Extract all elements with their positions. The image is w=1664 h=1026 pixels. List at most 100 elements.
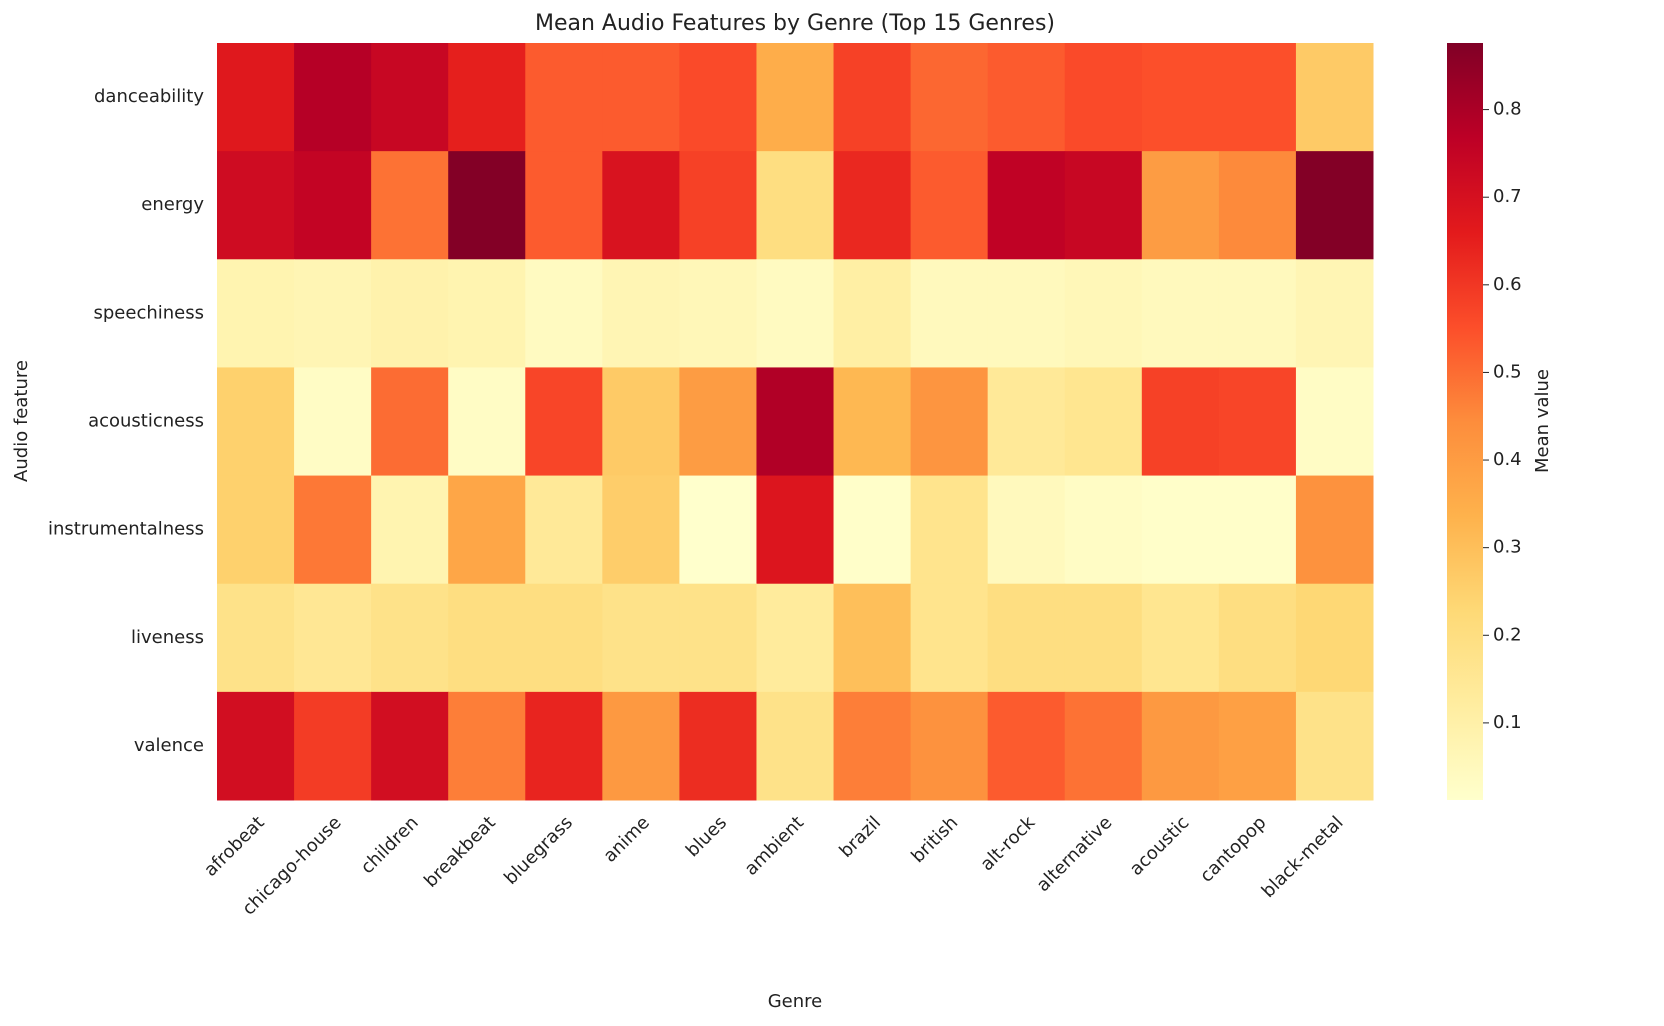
heatmap-cell [448, 691, 526, 801]
x-tick-label: blues [682, 812, 731, 861]
colorbar-tick-label: 0.3 [1493, 537, 1522, 558]
y-tick-label: speechiness [94, 302, 205, 323]
heatmap-cell [448, 475, 526, 585]
heatmap-cell [910, 43, 989, 152]
x-tick-label: acoustic [1126, 812, 1194, 880]
heatmap-cell [602, 151, 680, 260]
heatmap-cell [1141, 691, 1220, 801]
heatmap-cell [294, 259, 372, 368]
x-tick-label: children [357, 812, 423, 878]
heatmap-cell [1064, 151, 1143, 260]
heatmap-cell [910, 259, 989, 368]
x-tick-label: british [907, 812, 962, 867]
heatmap-cell [756, 151, 835, 260]
heatmap-cell [294, 475, 372, 585]
heatmap-cell [448, 43, 526, 152]
heatmap-cell [448, 151, 526, 260]
heatmap-cell [1295, 151, 1374, 260]
colorbar-tick-label: 0.7 [1493, 186, 1522, 207]
heatmap-cell [1064, 691, 1143, 801]
y-tick-label: energy [141, 194, 204, 215]
heatmap-cell [1141, 367, 1220, 477]
heatmap-cell [679, 43, 757, 152]
heatmap-cell [1218, 43, 1297, 152]
heatmap-cell [371, 583, 449, 693]
heatmap-cell [448, 367, 526, 477]
colorbar-tick-label: 0.6 [1493, 274, 1522, 295]
heatmap-cell [910, 367, 989, 477]
heatmap-cell [602, 43, 680, 152]
heatmap-cell [987, 583, 1066, 693]
heatmap-cell [833, 151, 912, 260]
heatmap-cell [448, 583, 526, 693]
heatmap-cell [217, 259, 295, 368]
y-tick-label: liveness [131, 627, 204, 648]
heatmap-cell [756, 583, 835, 693]
x-tick-label: ambient [741, 812, 809, 880]
heatmap-cell [833, 43, 912, 152]
heatmap-cell [910, 691, 989, 801]
heatmap-cell [756, 475, 835, 585]
heatmap-cell [910, 583, 989, 693]
heatmap-cell [1218, 475, 1297, 585]
x-tick-label: breakbeat [420, 812, 500, 892]
heatmap-cell [525, 583, 603, 693]
heatmap-cell [1064, 43, 1143, 152]
heatmap-cell [679, 151, 757, 260]
heatmap-cell [833, 475, 912, 585]
y-tick-label: instrumentalness [48, 519, 204, 540]
heatmap-cell [1295, 43, 1374, 152]
heatmap-cell [525, 367, 603, 477]
heatmap-cell [987, 367, 1066, 477]
heatmap-cell [371, 259, 449, 368]
heatmap-cell [910, 475, 989, 585]
heatmap-cell [217, 151, 295, 260]
heatmap-cell [1295, 475, 1374, 585]
heatmap-cell [1141, 475, 1220, 585]
y-tick-label: acousticness [88, 411, 204, 432]
chart-title: Mean Audio Features by Genre (Top 15 Gen… [535, 11, 1055, 36]
heatmap-cell [1295, 691, 1374, 801]
heatmap-cell [217, 43, 295, 152]
heatmap-cell [833, 691, 912, 801]
x-tick-label: alt-rock [976, 812, 1039, 875]
heatmap-cell [294, 583, 372, 693]
heatmap-cell [679, 691, 757, 801]
heatmap-cell [1218, 583, 1297, 693]
heatmap-cell [1218, 691, 1297, 801]
colorbar-tick-label: 0.8 [1493, 99, 1522, 120]
y-tick-label: valence [134, 735, 204, 756]
heatmap-cell [1141, 583, 1220, 693]
heatmap-cell [756, 259, 835, 368]
heatmap-cell [1141, 259, 1220, 368]
heatmap-cell [987, 259, 1066, 368]
heatmap-cell [371, 43, 449, 152]
heatmap-cell [217, 691, 295, 801]
heatmap-cell [525, 43, 603, 152]
heatmap-cell [525, 259, 603, 368]
heatmap-cell [602, 583, 680, 693]
heatmap-cell [217, 367, 295, 477]
x-axis-label: Genre [768, 991, 823, 1012]
heatmap-cell [1064, 259, 1143, 368]
heatmap-cell [987, 151, 1066, 260]
colorbar [1447, 43, 1483, 800]
heatmap-cell [371, 151, 449, 260]
heatmap-cell [756, 691, 835, 801]
heatmap-cell [1141, 151, 1220, 260]
y-tick-label: danceability [94, 86, 204, 107]
heatmap-cell [1218, 367, 1297, 477]
heatmap-cell [294, 151, 372, 260]
colorbar-label: Mean value [1532, 369, 1553, 473]
heatmap-cell [294, 691, 372, 801]
heatmap-cell [448, 259, 526, 368]
heatmap-cell [217, 475, 295, 585]
heatmap-cell [371, 475, 449, 585]
heatmap-cell [1064, 583, 1143, 693]
x-tick-label: afrobeat [200, 812, 269, 881]
heatmap-cell [525, 151, 603, 260]
colorbar-tick-label: 0.2 [1493, 624, 1522, 645]
y-axis-label: Audio feature [11, 360, 32, 482]
heatmap-cell [833, 583, 912, 693]
